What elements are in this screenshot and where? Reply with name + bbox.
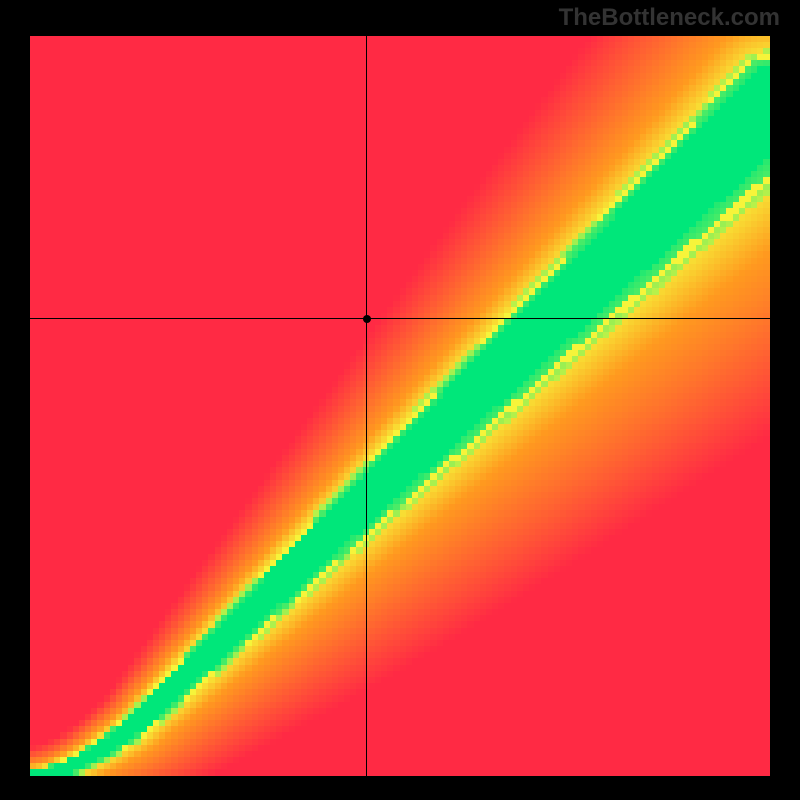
crosshair-vertical bbox=[366, 36, 367, 776]
bottleneck-heatmap bbox=[30, 36, 770, 776]
chart-container: TheBottleneck.com bbox=[0, 0, 800, 800]
selection-marker bbox=[363, 315, 371, 323]
attribution-text: TheBottleneck.com bbox=[559, 4, 780, 32]
plot-area bbox=[30, 36, 770, 776]
crosshair-horizontal bbox=[30, 318, 770, 319]
